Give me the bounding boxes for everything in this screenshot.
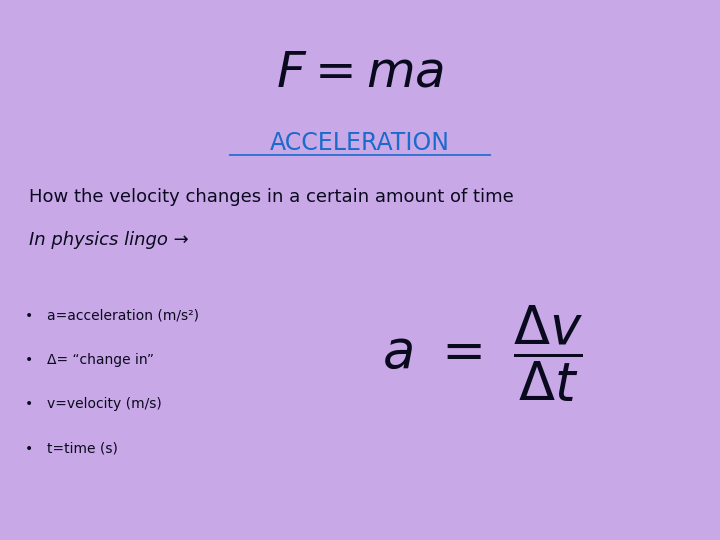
- Text: •: •: [25, 397, 33, 411]
- Text: •: •: [25, 353, 33, 367]
- Text: In physics lingo →: In physics lingo →: [29, 231, 189, 249]
- Text: •: •: [25, 309, 33, 323]
- Text: v=velocity (m/s): v=velocity (m/s): [47, 397, 161, 411]
- Text: $a\ =\ \dfrac{\Delta v}{\Delta t}$: $a\ =\ \dfrac{\Delta v}{\Delta t}$: [382, 303, 583, 404]
- Text: a=acceleration (m/s²): a=acceleration (m/s²): [47, 309, 199, 323]
- Text: ACCELERATION: ACCELERATION: [270, 131, 450, 155]
- Text: How the velocity changes in a certain amount of time: How the velocity changes in a certain am…: [29, 188, 513, 206]
- Text: $F = ma$: $F = ma$: [276, 48, 444, 98]
- Text: •: •: [25, 442, 33, 456]
- Text: Δ= “change in”: Δ= “change in”: [47, 353, 154, 367]
- Text: t=time (s): t=time (s): [47, 442, 117, 456]
